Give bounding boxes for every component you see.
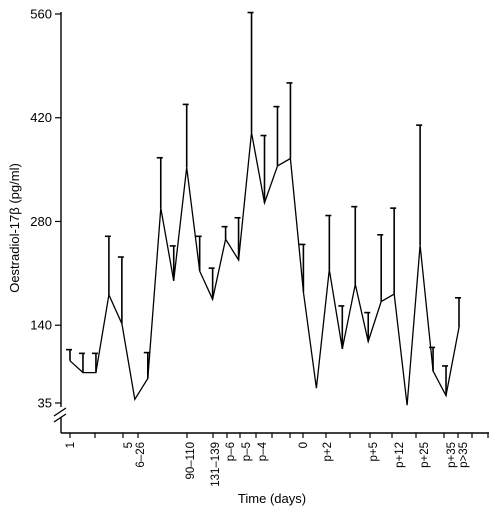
x-tick-label: p–6: [225, 442, 237, 461]
x-tick-label: p+25: [419, 442, 431, 468]
x-tick-label: 6–26: [135, 442, 147, 468]
x-tick-label: p+5: [368, 442, 380, 462]
series-layer: [69, 132, 460, 406]
x-tick-label: 90–110: [185, 442, 197, 480]
axis-break-mark: [53, 413, 67, 423]
x-tick-label: 131–139: [210, 442, 222, 487]
x-tick-label: p+35: [446, 442, 458, 468]
y-tick-label: 35: [38, 396, 52, 411]
y-tick-label: 280: [30, 214, 52, 229]
x-axis-title: Time (days): [238, 491, 306, 506]
x-tick-label: p–5: [241, 442, 253, 461]
x-ticks: 1 5 6–26 90–110 131–139 p–6 p–5 p–4 0 p+2 p+5 p+12 p…: [65, 433, 489, 487]
x-tick-label: 0: [298, 442, 310, 448]
axes: [53, 12, 489, 434]
x-tick-label: p+2: [322, 442, 334, 462]
x-tick-label: 1: [65, 442, 77, 448]
y-tick-label: 560: [30, 7, 52, 22]
x-tick-label: p>35: [458, 442, 470, 468]
x-tick-label: 5: [123, 442, 135, 448]
y-axis-title: Oestradiol-17β (pg/ml): [7, 163, 22, 293]
y-tick-label: 420: [30, 110, 52, 125]
x-tick-label: p+12: [394, 442, 406, 468]
axis-break-mark: [53, 407, 67, 417]
error-bars: [66, 11, 461, 396]
y-ticks: 35 140 280 420 560: [30, 7, 61, 411]
x-tick-label: p–4: [257, 441, 269, 461]
y-tick-label: 140: [30, 318, 52, 333]
series-line: [69, 132, 460, 406]
